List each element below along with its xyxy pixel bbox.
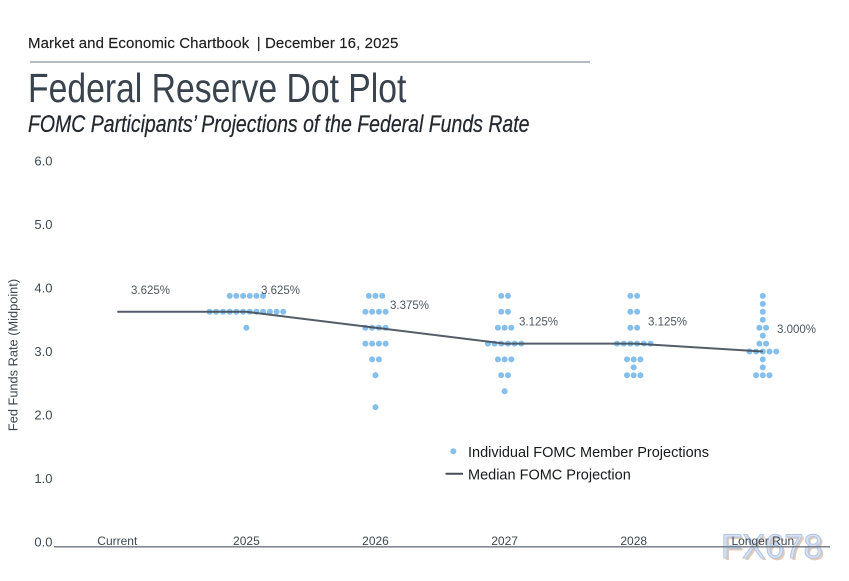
svg-text:Fed Funds Rate (Midpoint): Fed Funds Rate (Midpoint) — [6, 279, 21, 431]
svg-text:2.0: 2.0 — [34, 408, 52, 423]
svg-text:3.0: 3.0 — [34, 344, 52, 359]
svg-text:3.000%: 3.000% — [777, 324, 816, 336]
svg-text:6.0: 6.0 — [34, 154, 52, 169]
svg-text:3.125%: 3.125% — [519, 317, 558, 329]
svg-text:3.625%: 3.625% — [131, 285, 170, 297]
svg-text:Longer Run: Longer Run — [731, 534, 794, 548]
svg-text:Individual FOMC Member Project: Individual FOMC Member Projections — [468, 445, 709, 461]
svg-text:2026: 2026 — [362, 534, 389, 548]
svg-text:3.625%: 3.625% — [261, 285, 300, 297]
svg-text:0.0: 0.0 — [34, 535, 52, 550]
svg-text:3.125%: 3.125% — [648, 317, 687, 329]
svg-text:2025: 2025 — [233, 534, 260, 548]
svg-text:Median FOMC Projection: Median FOMC Projection — [468, 468, 631, 484]
svg-text:3.375%: 3.375% — [390, 300, 429, 312]
svg-text:4.0: 4.0 — [34, 281, 52, 296]
svg-text:2027: 2027 — [491, 534, 518, 548]
svg-text:2028: 2028 — [620, 534, 647, 548]
svg-text:FX678: FX678 — [723, 530, 825, 568]
svg-text:Current: Current — [97, 534, 138, 548]
svg-text:5.0: 5.0 — [34, 217, 52, 232]
svg-text:1.0: 1.0 — [34, 471, 52, 486]
